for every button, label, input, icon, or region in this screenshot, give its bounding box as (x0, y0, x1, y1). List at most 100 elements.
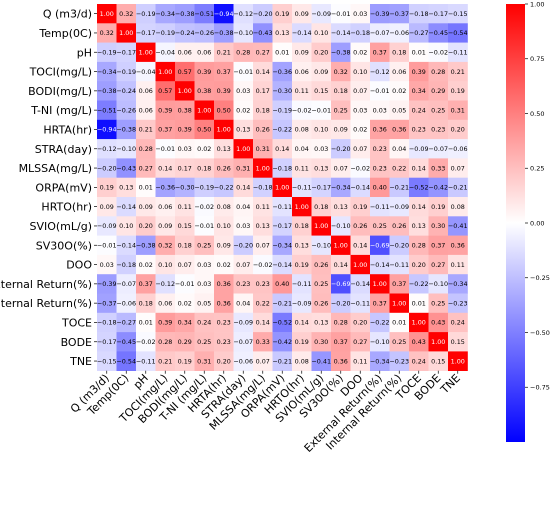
cell-value-label: 0.20 (217, 357, 231, 365)
cell-value-label: 0.36 (217, 299, 231, 307)
cell-value-label: 0.10 (353, 68, 367, 76)
heatmap-cell (409, 254, 429, 275)
cell-value-label: 1.00 (197, 106, 211, 114)
cell-value-label: 0.26 (256, 126, 270, 134)
heatmap-cell (409, 100, 429, 121)
heatmap-cell (97, 274, 117, 294)
column-labels: Q (m3/d)Temp(0C) pHTOCI(mg/L)BODI(mg/L)T-… (68, 370, 463, 455)
heatmap-cell (194, 177, 215, 198)
cell-value-label: 0.02 (392, 87, 406, 95)
cell-value-label: 0.11 (451, 261, 465, 269)
heatmap-cell (97, 197, 117, 217)
cell-value-label: 1.00 (256, 164, 270, 172)
cell-value-label: −0.34 (331, 184, 351, 192)
heatmap-cell (175, 312, 195, 333)
colorbar-gradient (506, 4, 525, 442)
heatmap-cell (350, 139, 371, 159)
colorbar: 1.00 0.75 0.50 0.25 0.00 −0.25 −0.50 −0.75 (506, 0, 550, 442)
cell-value-label: −0.15 (448, 10, 468, 18)
cell-value-label: 1.00 (412, 319, 426, 327)
heatmap-cell (155, 293, 176, 314)
heatmap-cell (428, 42, 449, 63)
cell-value-label: −0.09 (389, 203, 409, 211)
heatmap-cell (136, 158, 156, 178)
cell-value-label: −0.12 (233, 10, 253, 18)
cell-value-label: 0.37 (373, 299, 387, 307)
cell-value-label: 0.06 (295, 68, 309, 76)
heatmap-cell (370, 158, 390, 178)
heatmap-cell (428, 254, 449, 275)
heatmap-cell (155, 177, 176, 198)
y-tick-label: SV30O(%) (36, 239, 92, 252)
heatmap-cell (272, 81, 293, 101)
heatmap-cell (370, 177, 390, 198)
heatmap-cell (389, 351, 410, 371)
heatmap-cell (116, 23, 137, 43)
colorbar-tick-label: 0.25 (530, 165, 544, 173)
heatmap-cell (448, 254, 468, 275)
heatmap-cell (194, 23, 215, 43)
cell-value-label: −0.30 (175, 184, 195, 192)
heatmap-cell (448, 61, 468, 82)
heatmap-cell (389, 81, 410, 101)
y-tick-label: DOO (66, 259, 92, 272)
cell-value-label: 1.00 (178, 87, 192, 95)
cell-value-label: −0.20 (253, 10, 273, 18)
heatmap-cell (331, 81, 351, 101)
heatmap-cell (97, 100, 117, 121)
y-tick-label: HRTO(hr) (41, 201, 92, 214)
heatmap-cell (311, 42, 332, 63)
cell-value-label: 1.00 (100, 10, 114, 18)
cell-value-label: −0.17 (272, 222, 292, 230)
cell-value-label: 0.33 (431, 164, 445, 172)
heatmap-cell (370, 332, 390, 352)
heatmap-cell (155, 351, 176, 371)
cell-value-label: 0.22 (392, 164, 406, 172)
cell-value-label: 0.39 (197, 68, 211, 76)
heatmap-cell (409, 312, 429, 333)
cell-value-label: 0.13 (217, 145, 231, 153)
cell-value-label: −0.01 (155, 145, 175, 153)
heatmap-cell (175, 23, 195, 43)
heatmap-cell (331, 312, 351, 333)
cell-value-label: 0.10 (314, 126, 328, 134)
heatmap-cell (116, 42, 137, 63)
heatmap-cell (214, 332, 234, 352)
cell-value-label: 0.39 (217, 87, 231, 95)
heatmap-cell (272, 139, 293, 159)
cell-value-label: 0.30 (314, 338, 328, 346)
heatmap-cell (194, 158, 215, 178)
cell-value-label: 1.00 (451, 357, 465, 365)
heatmap-cell (311, 235, 332, 256)
cell-value-label: 0.18 (178, 241, 192, 249)
cell-value-label: −0.11 (350, 299, 370, 307)
heatmap-cell (233, 4, 254, 24)
heatmap-cell (409, 351, 429, 371)
cell-value-label: 0.15 (314, 87, 328, 95)
cell-value-label: 0.29 (178, 338, 192, 346)
cell-value-label: 0.05 (197, 299, 211, 307)
heatmap-cell (350, 254, 371, 275)
heatmap-cell (409, 4, 429, 24)
heatmap-cell (292, 312, 312, 333)
heatmap-cell (253, 177, 273, 198)
heatmap-cell (350, 177, 371, 198)
cell-value-label: 1.00 (353, 261, 367, 269)
heatmap-cell (448, 4, 468, 24)
cell-value-label: 0.38 (178, 106, 192, 114)
y-tick-label: TOCI(mg/L) (29, 66, 92, 79)
cell-value-label: 0.09 (158, 222, 172, 230)
heatmap-cell (370, 274, 390, 294)
cell-value-label: −0.45 (116, 338, 136, 346)
cell-value-label: 0.08 (451, 203, 465, 211)
heatmap-cell (155, 119, 176, 140)
heatmap-cell (292, 61, 312, 82)
heatmap-cell (409, 23, 429, 43)
cell-value-label: 0.13 (314, 164, 328, 172)
cell-value-label: −0.34 (155, 10, 175, 18)
cell-value-label: −0.06 (448, 145, 468, 153)
heatmap-cell (116, 274, 137, 294)
heatmap-cell (331, 197, 351, 217)
heatmap-cell (116, 139, 137, 159)
cell-value-label: 0.11 (353, 357, 367, 365)
